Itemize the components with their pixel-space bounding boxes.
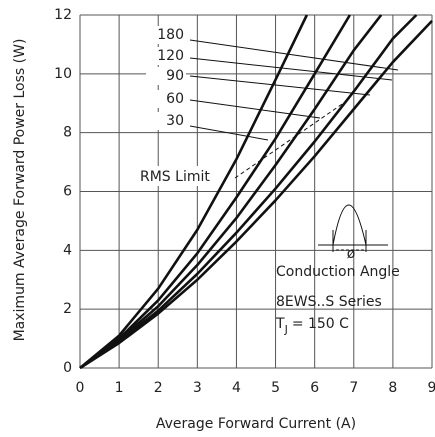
rms-line — [234, 99, 349, 179]
x-tick-label: 0 — [76, 380, 85, 396]
leader — [189, 125, 269, 141]
grid — [79, 14, 433, 369]
y-tick-label: 8 — [63, 125, 72, 141]
x-tick-label: 3 — [193, 380, 202, 396]
curve — [79, 14, 351, 370]
x-tick-label: 6 — [310, 380, 319, 396]
y-tick-label: 0 — [63, 360, 72, 376]
legend-label: 60 — [166, 91, 184, 107]
tj-rest: = 150 C — [292, 316, 349, 332]
x-tick-label: 9 — [428, 380, 435, 396]
curve — [79, 14, 309, 370]
label-bg — [146, 67, 186, 85]
x-tick-label: 2 — [154, 380, 163, 396]
waveform — [318, 204, 388, 252]
curve — [79, 19, 433, 370]
leader — [189, 75, 371, 96]
curve — [79, 14, 383, 370]
y-tick-label: 4 — [63, 242, 72, 258]
x-tick-label: 4 — [232, 380, 241, 396]
rms-label: RMS Limit — [140, 169, 210, 185]
y-tick-label: 6 — [63, 184, 72, 200]
label-bg — [146, 112, 186, 130]
y-tick-label: 12 — [54, 7, 72, 23]
y-tick-label: 10 — [54, 66, 72, 82]
phi: ø — [347, 246, 356, 262]
x-tick-label: 1 — [115, 380, 124, 396]
curves — [79, 14, 433, 370]
leaders — [189, 39, 399, 141]
tj: T — [275, 316, 285, 332]
legend-label: 120 — [157, 48, 184, 64]
label-bg — [136, 166, 218, 186]
x-tick-label: 8 — [388, 380, 397, 396]
label-bg — [146, 47, 186, 65]
x-axis-title: Average Forward Current (A) — [156, 416, 356, 432]
tj-label: TJ = 150 C — [275, 316, 349, 336]
leader — [189, 57, 393, 81]
legend-label: 90 — [166, 68, 184, 84]
legend-label: 30 — [166, 113, 184, 129]
label-bg — [146, 90, 186, 108]
y-tick-label: 2 — [63, 301, 72, 317]
leader — [189, 39, 399, 71]
tj-sub: J — [284, 323, 288, 336]
label-bg — [146, 26, 186, 44]
conduction-label: Conduction Angle — [276, 264, 400, 280]
x-tick-label: 5 — [271, 380, 280, 396]
leader — [189, 99, 321, 119]
y-axis-title: Maximum Average Forward Power Loss (W) — [12, 39, 28, 342]
x-tick-label: 7 — [349, 380, 358, 396]
curve — [79, 14, 418, 370]
series-label: 8EWS..S Series — [276, 294, 382, 310]
legend-label: 180 — [157, 27, 184, 43]
